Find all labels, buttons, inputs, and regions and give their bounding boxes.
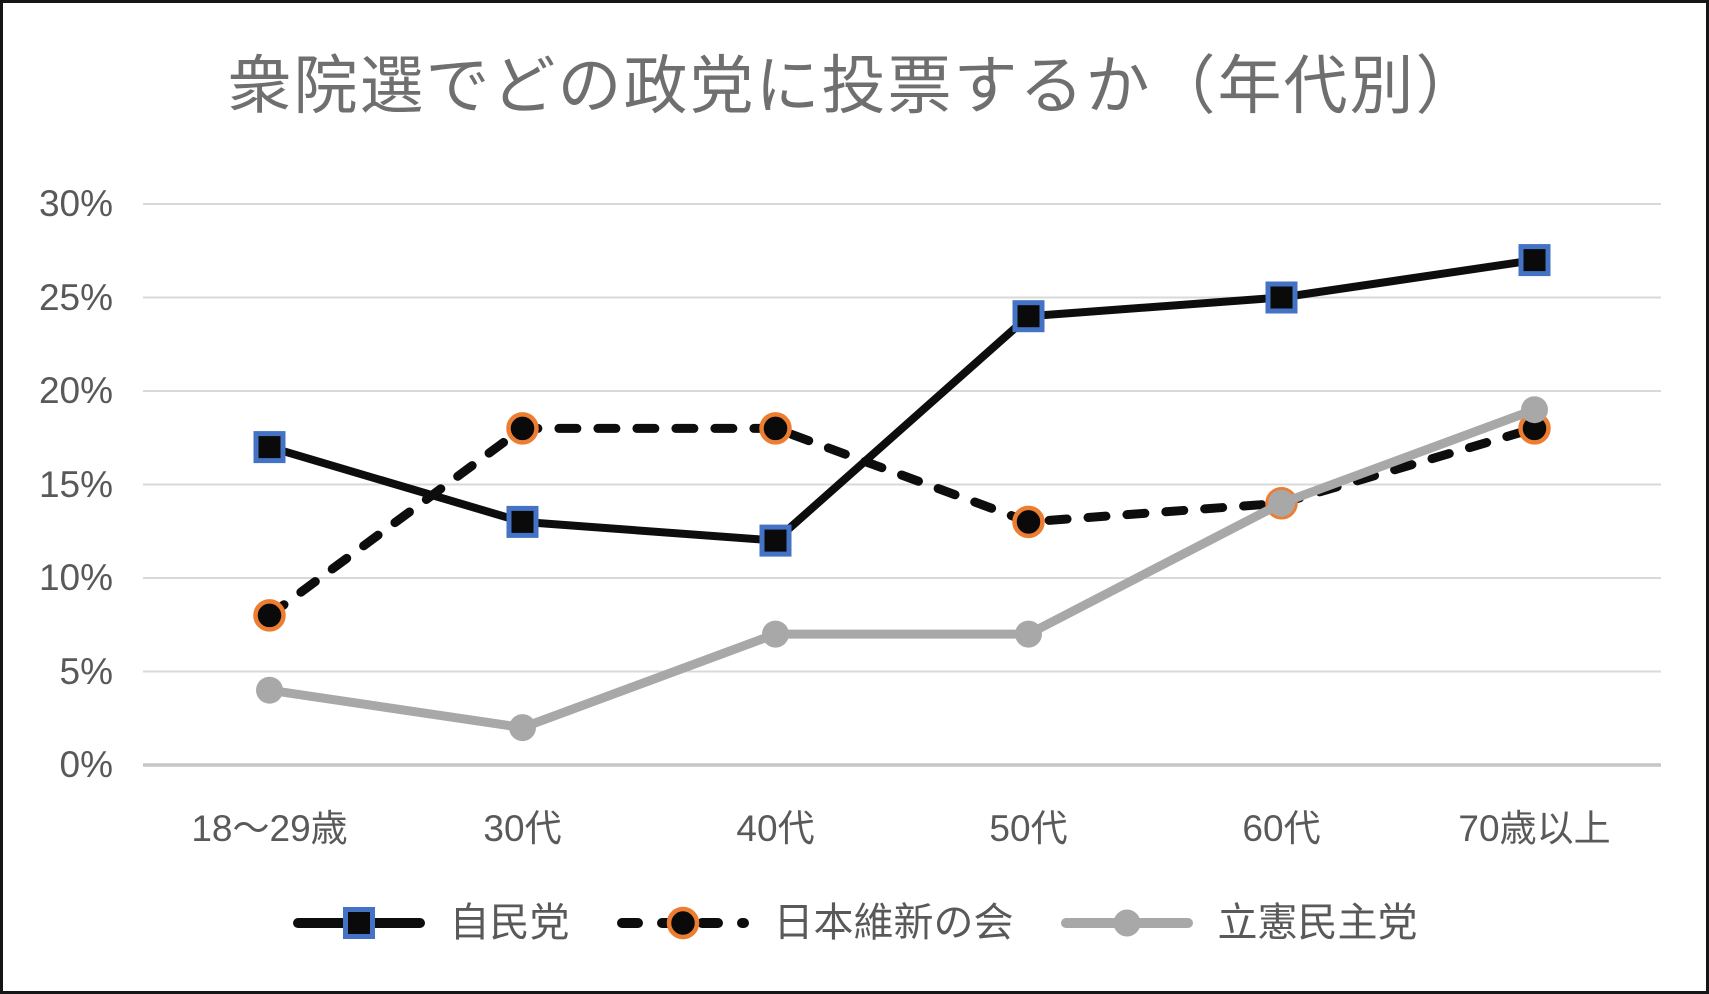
x-category-label: 18〜29歳 xyxy=(191,808,348,849)
series-line xyxy=(265,405,1539,733)
y-tick-label: 5% xyxy=(59,650,113,692)
data-point-marker xyxy=(759,412,792,445)
chart-title: 衆院選でどの政党に投票するか（年代別） xyxy=(227,50,1482,122)
data-point-marker xyxy=(1012,505,1045,539)
data-point-marker xyxy=(1015,620,1042,648)
data-point-marker xyxy=(506,412,539,445)
data-point-marker xyxy=(1521,396,1548,424)
data-point-marker xyxy=(666,906,699,940)
y-tick-label: 25% xyxy=(38,276,113,318)
data-point-marker xyxy=(509,714,536,742)
data-point-marker xyxy=(759,524,792,557)
x-category-label: 60代 xyxy=(1242,808,1321,849)
data-point-marker xyxy=(506,505,539,538)
data-point-marker xyxy=(1268,489,1295,517)
data-point-marker xyxy=(253,431,286,464)
series-line xyxy=(265,423,1539,620)
legend-item: 日本維新の会 xyxy=(616,891,1014,955)
y-tick-label: 15% xyxy=(38,463,113,505)
x-category-label: 30代 xyxy=(483,808,562,849)
y-tick-label: 0% xyxy=(59,744,113,785)
series-line xyxy=(265,256,1539,545)
data-point-marker xyxy=(253,599,286,632)
data-point-marker xyxy=(256,676,283,704)
legend-item: 立憲民主党 xyxy=(1060,891,1418,955)
gridlines xyxy=(143,203,1661,767)
legend-line-swatch xyxy=(292,907,425,939)
data-point-marker xyxy=(1012,300,1045,333)
plot-area xyxy=(143,203,1661,767)
y-tick-label: 20% xyxy=(38,370,113,411)
legend-label: 自民党 xyxy=(449,901,570,945)
data-point-marker xyxy=(1265,281,1298,314)
data-point-marker xyxy=(762,620,789,648)
x-category-label: 50代 xyxy=(989,808,1068,849)
legend-item: 自民党 xyxy=(292,891,570,955)
legend-label: 日本維新の会 xyxy=(773,901,1014,945)
legend-line-swatch xyxy=(616,906,749,940)
data-point-marker xyxy=(1113,909,1140,937)
series-1 xyxy=(253,412,1551,632)
x-category-label: 40代 xyxy=(736,808,815,849)
data-point-marker xyxy=(342,907,375,939)
legend: 自民党 日本維新の会 立憲民主党 xyxy=(3,891,1706,955)
legend-line-swatch xyxy=(1060,909,1193,937)
y-tick-label: 30% xyxy=(38,183,113,224)
data-point-marker xyxy=(1518,244,1551,277)
legend-label: 立憲民主党 xyxy=(1217,901,1418,945)
series-2 xyxy=(256,396,1548,742)
x-category-label: 70歳以上 xyxy=(1458,808,1611,849)
series-0 xyxy=(253,244,1551,557)
y-tick-label: 10% xyxy=(38,557,113,598)
